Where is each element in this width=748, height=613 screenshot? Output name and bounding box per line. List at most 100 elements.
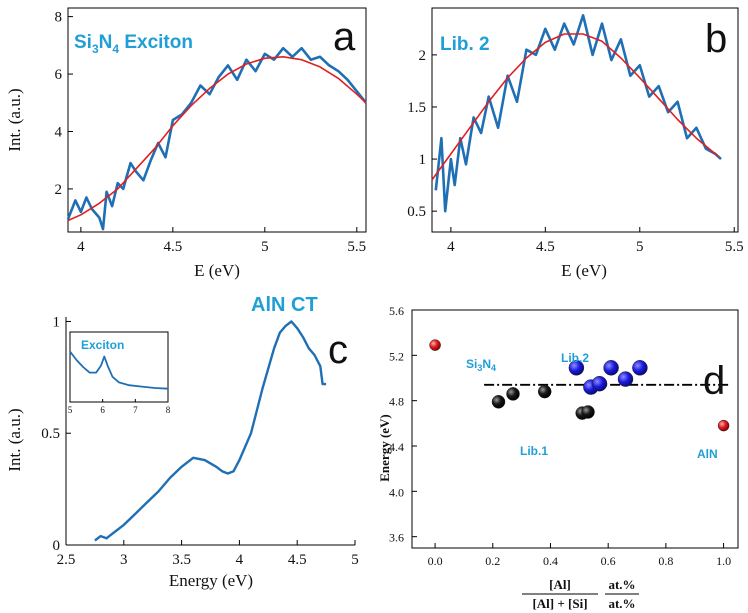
panel-c-plot bbox=[94, 320, 327, 542]
panel-d: 0.0 0.2 0.4 0.6 0.8 1.0 3.6 4.0 4.4 4.8 5.2 5.6 Ene… bbox=[377, 304, 739, 611]
panel-c-inset-label: Exciton bbox=[81, 338, 124, 352]
panel-c-callout: AlN CT bbox=[251, 294, 318, 316]
panel-d-xtick-label: 1.0 bbox=[716, 554, 731, 568]
panel-d-label-lib2: Lib.2 bbox=[561, 351, 589, 365]
panel-d-label-si3n4: Si3N4 bbox=[466, 357, 496, 373]
panel-d-xtick-label: 0.8 bbox=[658, 554, 673, 568]
panel-d-lib2-point bbox=[591, 375, 608, 392]
panel-a-callout-si: Si bbox=[74, 32, 92, 53]
panel-d-label-lib1: Lib.1 bbox=[520, 444, 548, 458]
panel-d-lib1-point bbox=[581, 405, 595, 419]
panel-a-callout-n: N bbox=[99, 32, 113, 53]
panel-b-ytick-label: 1 bbox=[419, 152, 427, 168]
panel-b-fit-line bbox=[431, 33, 720, 181]
panel-d-lib1-point bbox=[537, 384, 552, 399]
panel-c: 2.5 3 3.5 4 4.5 5 0 0.5 1 5 6 7 8 Exciton Energy (e… bbox=[5, 294, 359, 590]
panel-a-xtick-label: 4 bbox=[77, 239, 85, 255]
panel-a-xtick-label: 5 bbox=[261, 239, 269, 255]
panel-c-xtick-label: 2.5 bbox=[57, 552, 76, 568]
panel-b-ticks: 4 4.5 5 5.5 0.5 1 1.5 2 bbox=[407, 48, 743, 255]
panel-c-inset-xtick-label: 6 bbox=[100, 405, 105, 415]
panel-a-callout-sub4: 4 bbox=[112, 42, 119, 56]
panel-d-label-aln: AlN bbox=[697, 447, 718, 461]
panel-a-data-line bbox=[66, 46, 368, 231]
panel-c-ytick-label: 0 bbox=[53, 538, 61, 554]
panel-d-lib1-point bbox=[506, 387, 520, 401]
panel-b-plot bbox=[431, 14, 722, 213]
panel-c-xtick-label: 5 bbox=[351, 552, 359, 568]
panel-b-xtick-label: 4.5 bbox=[536, 239, 555, 255]
panel-d-xlabel-unit-den: at.% bbox=[608, 596, 635, 611]
panel-d-ytick-label: 5.6 bbox=[389, 304, 404, 318]
panel-c-xtick-label: 3.5 bbox=[172, 552, 191, 568]
panel-d-ylabel: Energy (eV) bbox=[377, 414, 392, 482]
panel-c-letter: c bbox=[328, 328, 348, 372]
panel-c-axes bbox=[65, 317, 355, 546]
panel-a-ytick-label: 8 bbox=[55, 10, 63, 26]
panel-d-ytick-label: 4.0 bbox=[389, 485, 404, 499]
panel-b: 4 4.5 5 5.5 0.5 1 1.5 2 E (eV) Lib. 2 b bbox=[407, 7, 744, 280]
panel-d-xtick-label: 0.6 bbox=[601, 554, 616, 568]
panel-c-inset-xtick-label: 8 bbox=[166, 405, 171, 415]
panel-b-ytick-label: 2 bbox=[419, 48, 427, 64]
panel-a-letter: a bbox=[333, 15, 356, 59]
panel-a-xtick-label: 5.5 bbox=[347, 239, 366, 255]
panel-d-ytick-label: 5.2 bbox=[389, 349, 404, 363]
panel-d-lib2-point bbox=[632, 360, 648, 376]
panel-d-letter: d bbox=[703, 359, 725, 403]
panel-a-callout-tail: Exciton bbox=[119, 32, 193, 53]
panel-c-inset-line bbox=[69, 351, 169, 390]
panel-a-xlabel: E (eV) bbox=[194, 261, 240, 280]
panel-d-xlabel-num: [Al] bbox=[549, 577, 571, 592]
panel-b-xtick-label: 5.5 bbox=[725, 239, 744, 255]
panel-d-ytick-label: 4.8 bbox=[389, 395, 404, 409]
panel-d-xlabel-den: [Al] + [Si] bbox=[532, 596, 587, 611]
panel-a-callout-sub3: 3 bbox=[92, 42, 99, 56]
panel-d-lib1-point bbox=[491, 395, 506, 409]
panel-d-xtick-label: 0.4 bbox=[543, 554, 558, 568]
panel-b-letter: b bbox=[705, 17, 727, 61]
panel-c-inset-plot bbox=[69, 351, 169, 390]
panel-b-xlabel: E (eV) bbox=[561, 261, 607, 280]
panel-c-xtick-label: 4 bbox=[236, 552, 244, 568]
panel-d-si3n4-si: Si bbox=[466, 357, 477, 371]
panel-a-fit-line bbox=[67, 55, 367, 222]
panel-d-si3n4-sub3: 3 bbox=[477, 363, 482, 373]
panel-c-inset-frame bbox=[69, 331, 169, 403]
panel-d-lib2-point bbox=[603, 360, 619, 376]
panel-b-xtick-label: 5 bbox=[636, 239, 644, 255]
panel-d-frame bbox=[411, 309, 739, 549]
panel-c-ylabel: Int. (a.u.) bbox=[5, 408, 24, 471]
panel-a-ylabel: Int. (a.u.) bbox=[5, 88, 24, 151]
panel-b-ytick-label: 1.5 bbox=[407, 100, 426, 116]
panel-c-ytick-label: 1 bbox=[53, 314, 61, 330]
panel-c-data-line bbox=[94, 320, 327, 542]
panel-c-xtick-label: 3 bbox=[120, 552, 128, 568]
panel-c-inset-xtick-label: 7 bbox=[133, 405, 138, 415]
panel-d-xlabel-unit-num: at.% bbox=[608, 577, 635, 592]
panel-a-plot bbox=[66, 46, 368, 231]
panel-d-xtick-label: 0.0 bbox=[428, 554, 443, 568]
panel-c-xlabel: Energy (eV) bbox=[169, 571, 253, 590]
panel-b-frame bbox=[431, 7, 739, 233]
panel-a-ytick-label: 6 bbox=[55, 67, 63, 83]
panel-a-xtick-label: 4.5 bbox=[163, 239, 182, 255]
panel-a-ytick-label: 4 bbox=[55, 124, 63, 140]
panel-d-si3n4-sub4: 4 bbox=[491, 363, 496, 373]
panel-b-xtick-label: 4 bbox=[447, 239, 455, 255]
panel-d-plot bbox=[429, 339, 730, 432]
panel-b-callout: Lib. 2 bbox=[440, 34, 490, 55]
panel-d-xlabel: [Al] [Al] + [Si] at.% at.% bbox=[522, 577, 639, 611]
panel-d-xtick-label: 0.2 bbox=[485, 554, 500, 568]
panel-d-ytick-label: 4.4 bbox=[389, 440, 404, 454]
panel-c-inset: 5 6 7 8 Exciton bbox=[68, 331, 171, 415]
panel-c-ticks: 2.5 3 3.5 4 4.5 5 0 0.5 1 bbox=[41, 314, 359, 568]
panel-d-lib2-point bbox=[568, 360, 585, 376]
panel-c-inset-xtick-label: 5 bbox=[68, 405, 73, 415]
panel-d-si3n4-n: N bbox=[482, 357, 491, 371]
panel-b-data-line bbox=[434, 14, 722, 213]
panel-c-ytick-label: 0.5 bbox=[41, 426, 60, 442]
panel-a-frame bbox=[67, 7, 367, 233]
